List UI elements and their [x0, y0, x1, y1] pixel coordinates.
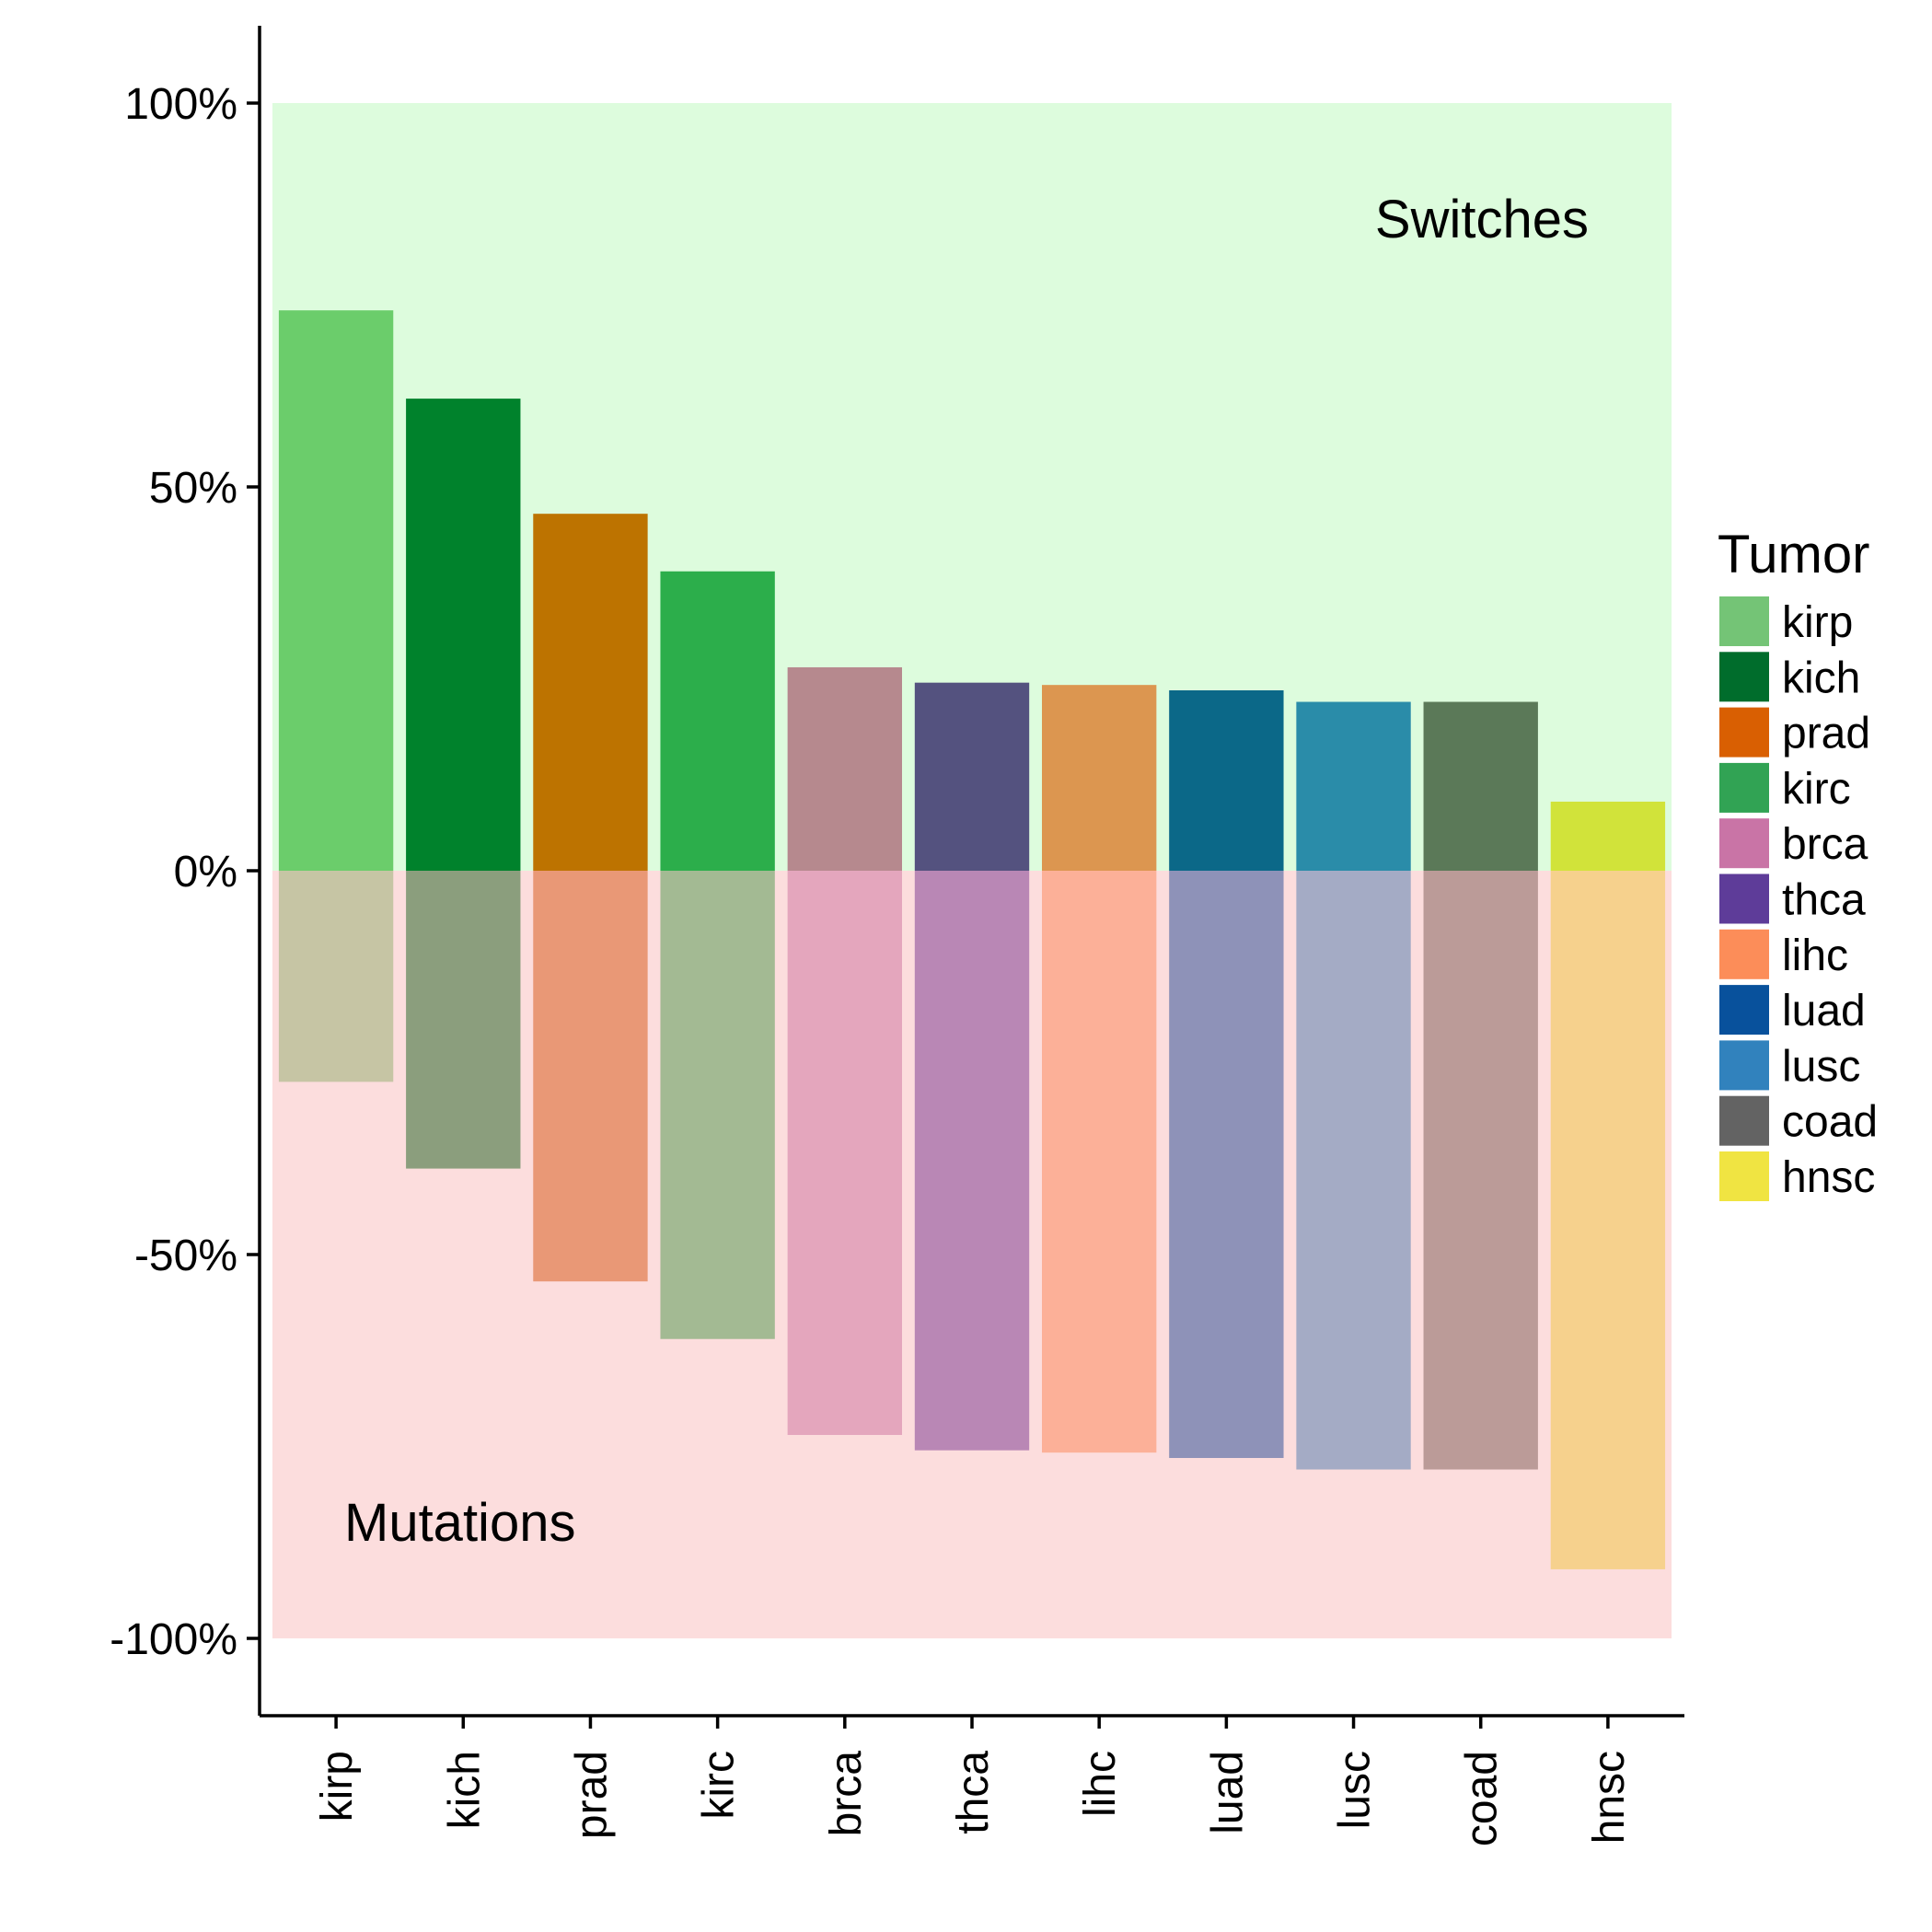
bar-kich-neg — [406, 871, 521, 1169]
x-tick-label-thca: thca — [949, 1751, 998, 1834]
legend-swatch-prad — [1719, 707, 1769, 758]
bar-lihc-pos — [1042, 685, 1157, 871]
legend-swatch-kirc — [1719, 762, 1769, 813]
legend-label-prad: prad — [1782, 710, 1870, 758]
y-tick-label-3: -50% — [134, 1232, 237, 1280]
legend-swatch-thca — [1719, 873, 1769, 924]
bar-hnsc-neg — [1550, 871, 1666, 1569]
bar-coad-pos — [1423, 701, 1538, 871]
bar-coad-neg — [1423, 871, 1538, 1470]
y-tick-label-2: 0% — [174, 848, 237, 897]
bar-luad-pos — [1169, 690, 1284, 871]
bar-hnsc-pos — [1550, 801, 1666, 871]
legend-label-kirp: kirp — [1782, 598, 1853, 647]
bar-lusc-pos — [1296, 701, 1411, 871]
bar-prad-neg — [533, 871, 648, 1282]
y-tick-label-4: -100% — [110, 1615, 237, 1664]
legend-swatch-luad — [1719, 985, 1769, 1035]
bar-brca-pos — [787, 666, 902, 871]
legend-label-coad: coad — [1782, 1098, 1878, 1147]
x-tick-label-lusc: lusc — [1331, 1751, 1380, 1829]
bar-thca-pos — [914, 682, 1030, 871]
x-tick-label-hnsc: hnsc — [1585, 1751, 1634, 1844]
x-tick-label-kirc: kirc — [695, 1751, 744, 1820]
legend-title: Tumor — [1718, 525, 1869, 584]
legend: Tumor kirp kich prad kirc brca thca lihc luad lus… — [1718, 525, 1878, 1202]
bar-thca-neg — [914, 871, 1030, 1451]
bar-prad-pos — [533, 514, 648, 871]
bar-kirc-pos — [660, 571, 775, 871]
legend-label-lusc: lusc — [1782, 1042, 1860, 1091]
legend-label-brca: brca — [1782, 820, 1868, 869]
x-tick-label-kirp: kirp — [313, 1751, 362, 1822]
annotation-0: Switches — [1375, 190, 1589, 249]
legend-swatch-lusc — [1719, 1040, 1769, 1091]
bar-kirc-neg — [660, 871, 775, 1339]
legend-label-lihc: lihc — [1782, 931, 1848, 980]
bar-kirp-neg — [278, 871, 394, 1082]
annotations: Switches Mutations — [344, 190, 1589, 1553]
legend-swatch-coad — [1719, 1095, 1769, 1146]
bar-lihc-neg — [1042, 871, 1157, 1453]
x-tick-label-lihc: lihc — [1076, 1751, 1125, 1817]
bars — [278, 310, 1666, 1569]
legend-swatch-brca — [1719, 818, 1769, 869]
legend-swatch-hnsc — [1719, 1151, 1769, 1201]
bar-brca-neg — [787, 871, 902, 1435]
legend-swatch-lihc — [1719, 929, 1769, 979]
x-tick-label-luad: luad — [1203, 1751, 1252, 1834]
legend-label-luad: luad — [1782, 987, 1866, 1035]
y-tick-label-1: 50% — [149, 464, 237, 513]
x-tick-label-kich: kich — [440, 1751, 489, 1829]
bar-luad-neg — [1169, 871, 1284, 1459]
axes: 100% 50% 0% -50% -100% kirp kich prad kirc brca th… — [110, 26, 1684, 1846]
y-tick-label-0: 100% — [124, 80, 237, 129]
legend-label-hnsc: hnsc — [1782, 1153, 1875, 1202]
legend-swatch-kirp — [1719, 596, 1769, 646]
x-tick-label-prad: prad — [567, 1751, 616, 1839]
bar-kich-pos — [406, 399, 521, 872]
legend-label-kich: kich — [1782, 654, 1860, 702]
x-tick-label-coad: coad — [1458, 1751, 1507, 1846]
x-tick-label-brca: brca — [822, 1751, 871, 1837]
bar-kirp-pos — [278, 310, 394, 871]
bar-lusc-neg — [1296, 871, 1411, 1470]
legend-label-kirc: kirc — [1782, 765, 1851, 814]
legend-swatch-kich — [1719, 652, 1769, 702]
annotation-1: Mutations — [344, 1493, 575, 1553]
legend-label-thca: thca — [1782, 876, 1866, 925]
